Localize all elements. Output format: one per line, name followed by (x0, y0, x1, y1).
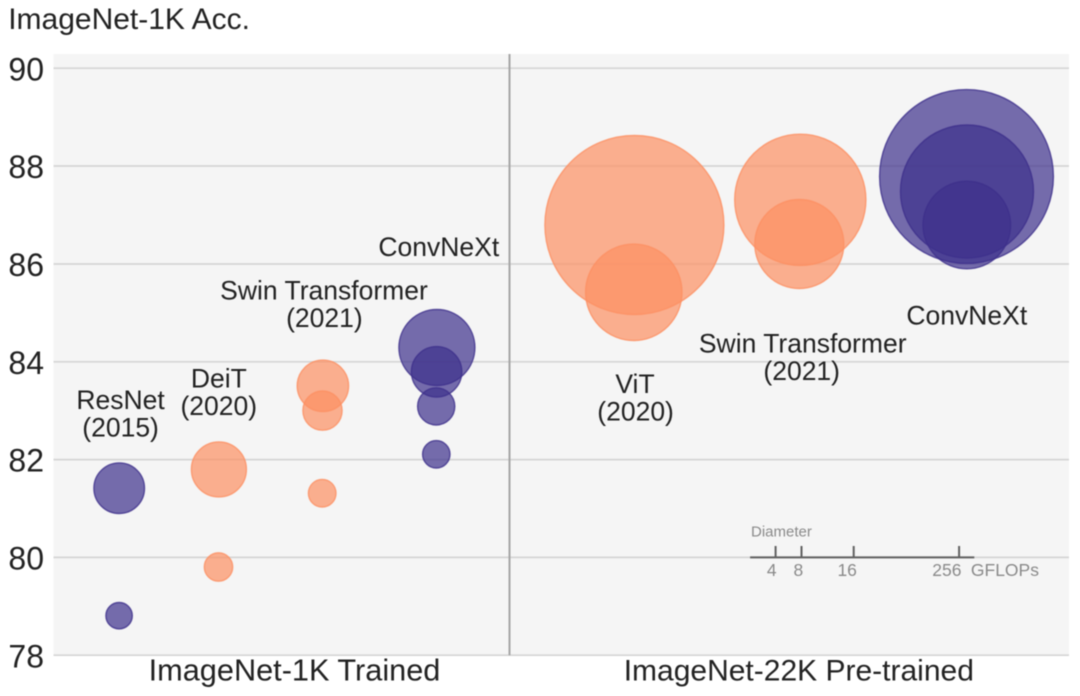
svg-text:Swin Transformer: Swin Transformer (220, 275, 428, 305)
svg-text:86: 86 (8, 247, 44, 283)
svg-text:90: 90 (8, 51, 44, 87)
svg-text:DeiT: DeiT (191, 364, 247, 394)
svg-text:ImageNet-1K Trained: ImageNet-1K Trained (149, 653, 441, 688)
svg-text:16: 16 (837, 560, 856, 580)
svg-text:256: 256 (932, 560, 961, 580)
svg-text:Diameter: Diameter (751, 524, 812, 541)
svg-text:(2015): (2015) (82, 412, 159, 442)
svg-text:4: 4 (767, 560, 777, 580)
svg-text:GFLOPs: GFLOPs (971, 560, 1039, 580)
svg-text:8: 8 (794, 560, 804, 580)
svg-text:ResNet: ResNet (76, 385, 165, 415)
svg-text:(2020): (2020) (597, 397, 674, 427)
svg-text:88: 88 (8, 149, 44, 185)
svg-text:(2021): (2021) (763, 356, 840, 386)
svg-text:(2020): (2020) (180, 391, 257, 421)
svg-text:Swin Transformer: Swin Transformer (699, 329, 907, 359)
svg-text:ViT: ViT (615, 369, 654, 399)
svg-text:78: 78 (8, 638, 44, 674)
svg-text:84: 84 (8, 345, 44, 381)
svg-text:ImageNet-1K Acc.: ImageNet-1K Acc. (8, 3, 250, 36)
svg-text:ConvNeXt: ConvNeXt (906, 301, 1027, 331)
svg-text:80: 80 (8, 541, 44, 577)
svg-text:ConvNeXt: ConvNeXt (378, 232, 499, 262)
svg-text:82: 82 (8, 443, 44, 479)
svg-text:(2021): (2021) (286, 303, 363, 333)
svg-text:ImageNet-22K Pre-trained: ImageNet-22K Pre-trained (624, 655, 974, 688)
